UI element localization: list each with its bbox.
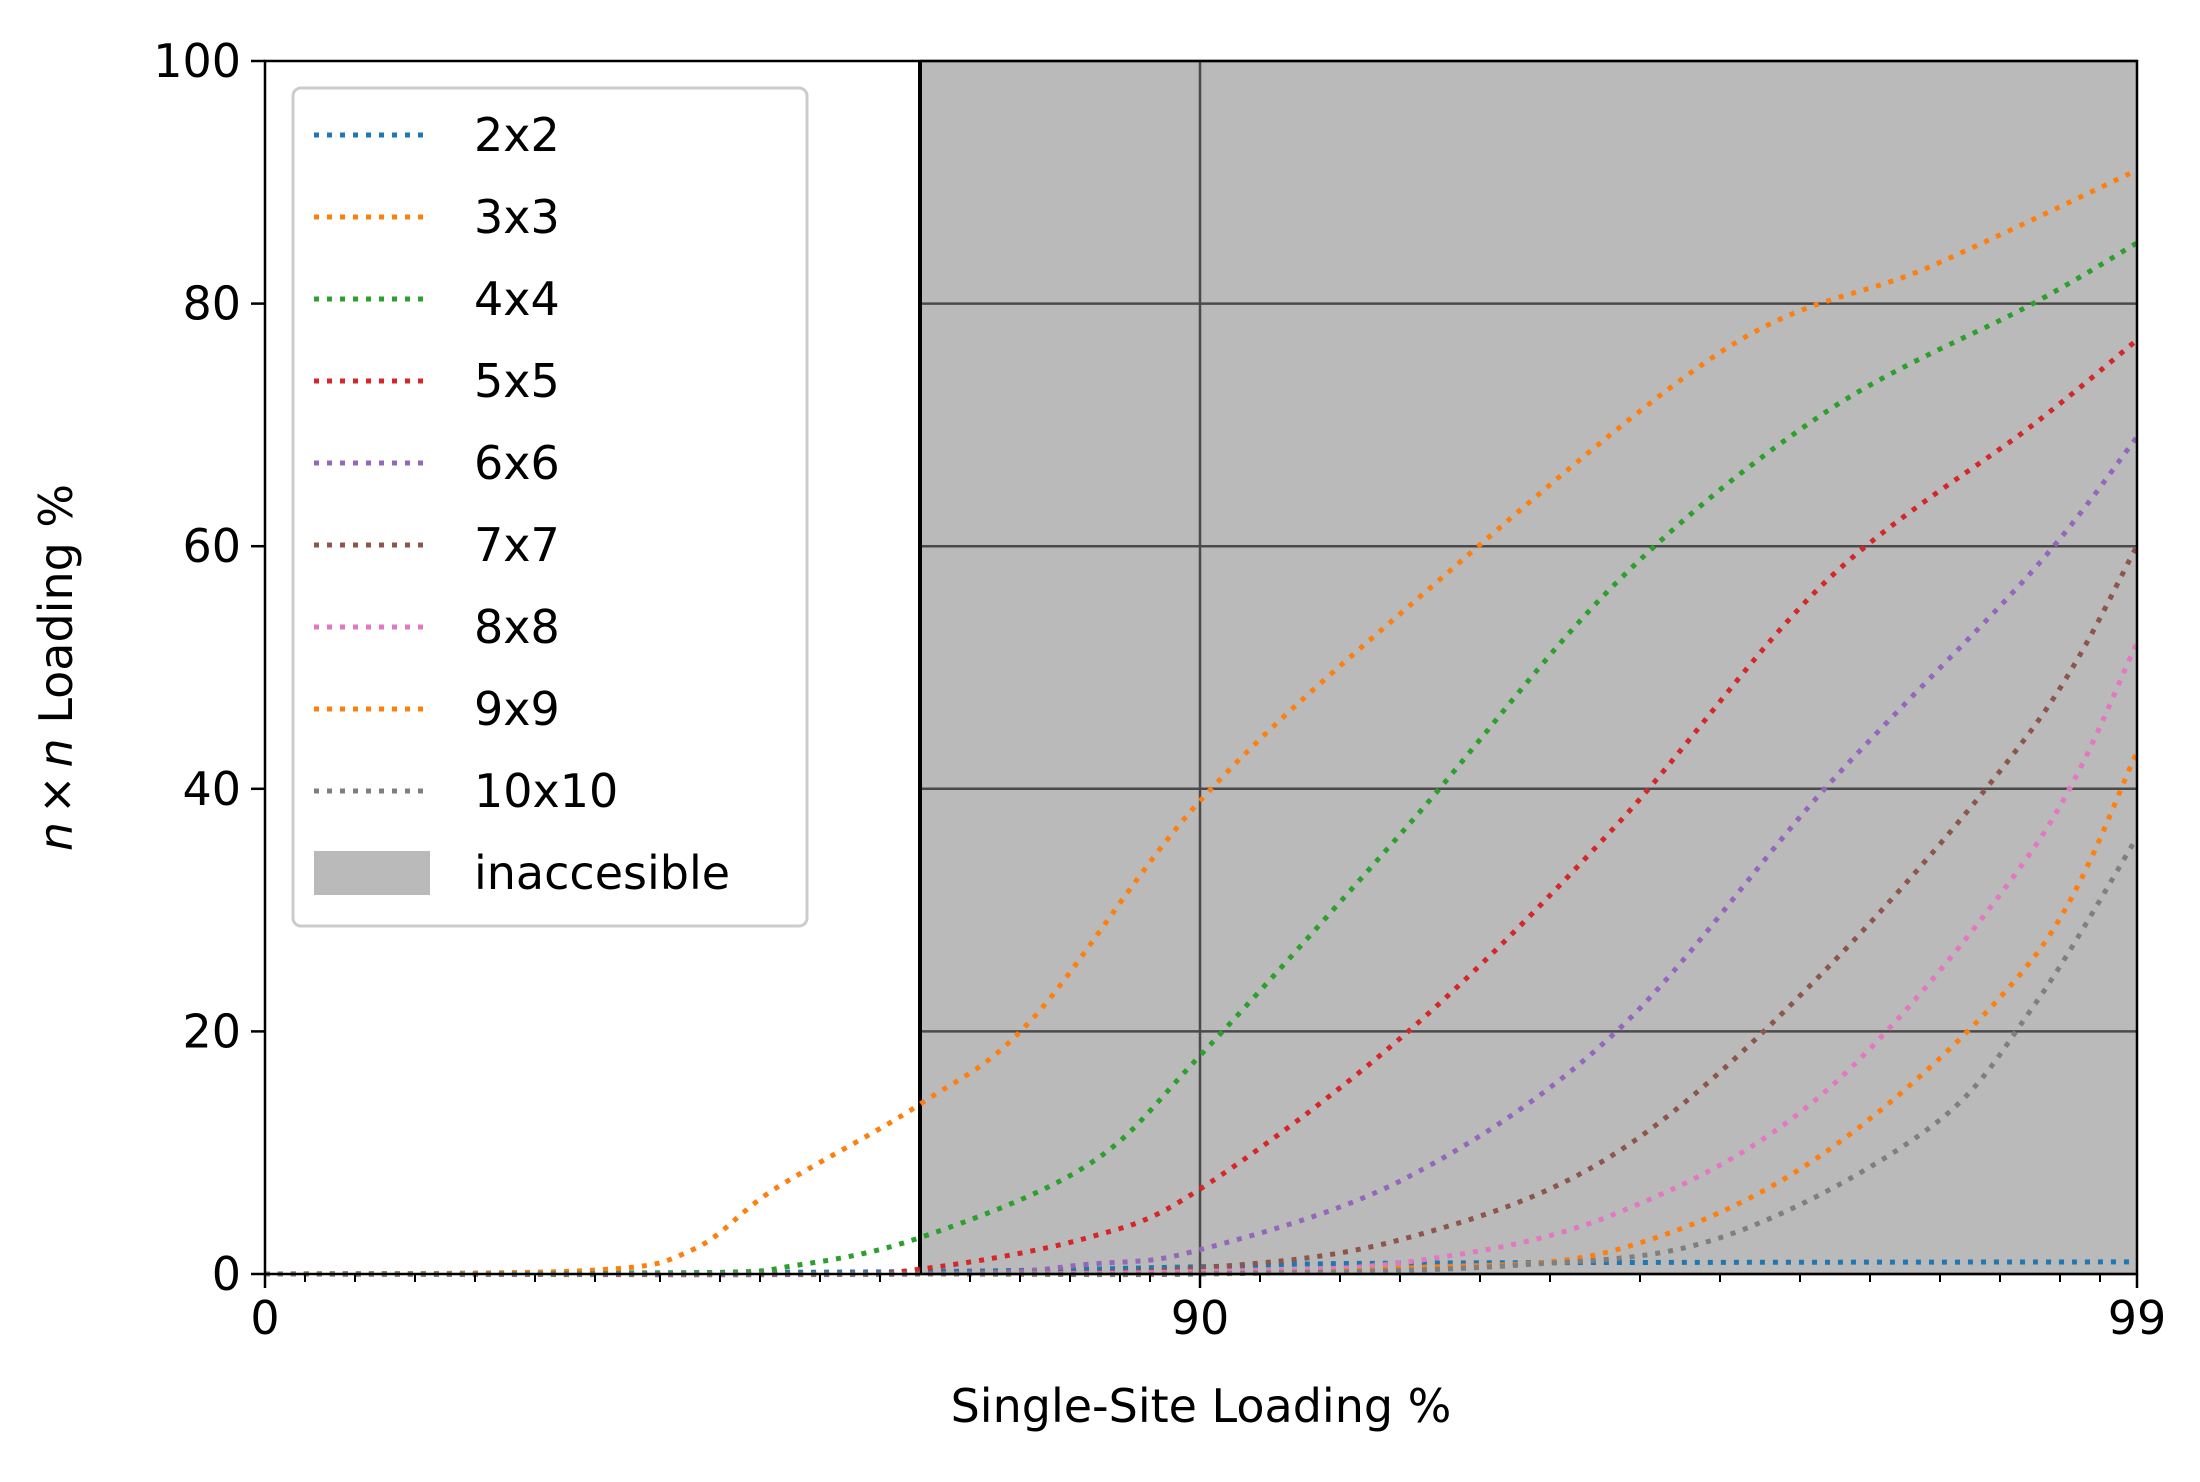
- y-tick-label-4: 80: [182, 277, 241, 331]
- x-tick-label-2: 99: [2108, 1291, 2167, 1345]
- inaccessible-region: [920, 61, 2137, 1274]
- x-tick-label-1: 90: [1171, 1291, 1230, 1345]
- legend-item-10x10: 10x10: [314, 764, 618, 818]
- legend-label-7x7: 7x7: [474, 518, 560, 572]
- ticks: 0 20 40 60 80 100 0 90 99: [153, 34, 2166, 1345]
- series-line-3x3: [264, 167, 2139, 1277]
- series-line-7x7: [264, 544, 2140, 1277]
- legend-label-3x3: 3x3: [474, 190, 560, 244]
- legend-label-6x6: 6x6: [474, 436, 560, 490]
- y-axis-title-n2: n: [29, 738, 83, 767]
- legend-swatch-inaccessible: [314, 851, 430, 895]
- legend-item-4x4: 4x4: [314, 272, 560, 326]
- legend-label-10x10: 10x10: [474, 764, 618, 818]
- y-tick-label-3: 60: [182, 519, 241, 573]
- legend-label-2x2: 2x2: [474, 108, 560, 162]
- x-axis-title: Single-Site Loading %: [951, 1379, 1452, 1433]
- y-tick-label-5: 100: [153, 34, 241, 88]
- y-axis-title-n1: n: [29, 822, 83, 851]
- legend-label-5x5: 5x5: [474, 354, 560, 408]
- legend-item-8x8: 8x8: [314, 600, 560, 654]
- legend-label-8x8: 8x8: [474, 600, 560, 654]
- legend-item-6x6: 6x6: [314, 436, 560, 490]
- y-tick-label-2: 40: [182, 762, 241, 816]
- legend-label-4x4: 4x4: [474, 272, 560, 326]
- y-tick-label-1: 20: [182, 1004, 241, 1058]
- legend-item-9x9: 9x9: [314, 682, 560, 736]
- legend-item-7x7: 7x7: [314, 518, 560, 572]
- legend-item-2x2: 2x2: [314, 108, 560, 162]
- legend-label-9x9: 9x9: [474, 682, 560, 736]
- y-tick-label-0: 0: [212, 1247, 241, 1301]
- y-axis-title: n × n Loading %: [29, 484, 83, 851]
- legend-item-3x3: 3x3: [314, 190, 560, 244]
- x-tick-label-0: 0: [250, 1291, 279, 1345]
- legend-item-5x5: 5x5: [314, 354, 560, 408]
- legend-label-inaccessible: inaccesible: [474, 846, 730, 900]
- y-axis-title-times: ×: [29, 775, 83, 814]
- legend-item-inaccessible: inaccesible: [314, 846, 730, 900]
- y-axis-title-rest: Loading %: [29, 484, 83, 738]
- legend-items: 2x2 3x3 4x4 5x5 6x6 7x7 8x8 9x9 10x10 inaccesible: [314, 108, 730, 900]
- legend: 2x2 3x3 4x4 5x5 6x6 7x7 8x8 9x9 10x10 inaccesible: [291, 86, 809, 928]
